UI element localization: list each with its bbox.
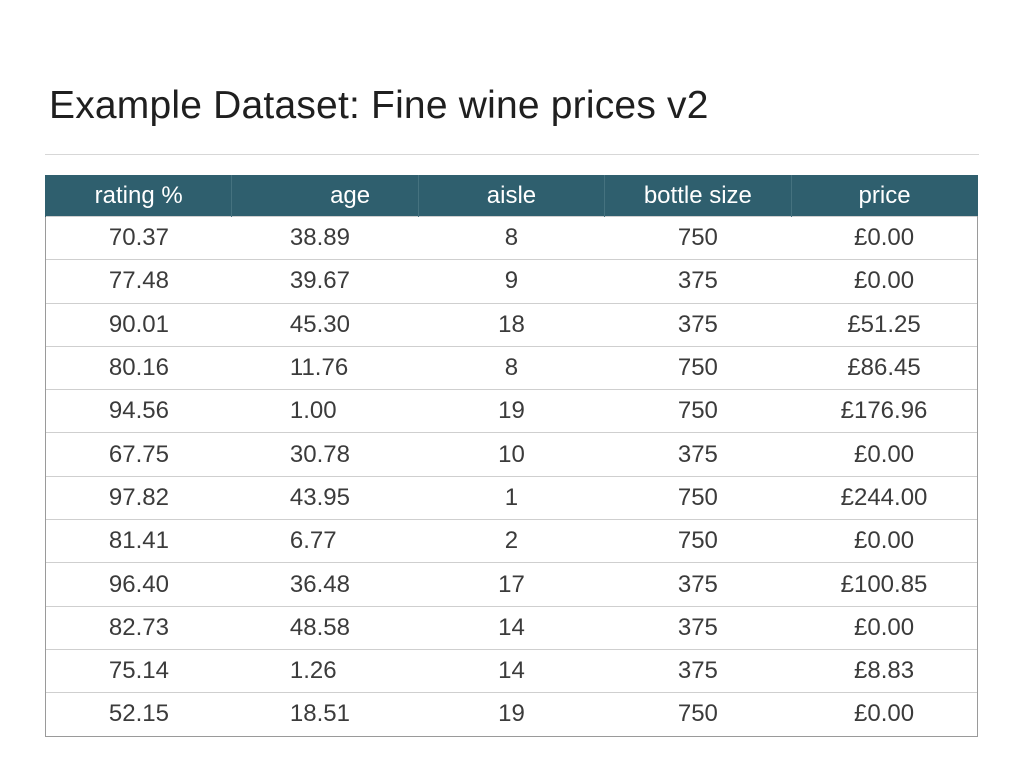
aisle-cell: 1 (418, 475, 605, 520)
age-cell: 18.51 (231, 692, 419, 737)
aisle-cell: 18 (418, 302, 605, 347)
table-header-row: rating % age aisle bottle size price (44, 175, 978, 217)
price-cell: £244.00 (791, 475, 979, 520)
table-row: 97.82 43.95 1 750 £244.00 (44, 475, 979, 520)
rating-cell: 97.82 (44, 475, 232, 520)
age-cell: 39.67 (231, 259, 419, 304)
age-cell: 6.77 (231, 519, 419, 563)
aisle-cell: 9 (418, 259, 605, 304)
rating-cell: 81.41 (44, 519, 232, 563)
bottle-size-cell: 375 (604, 259, 792, 304)
table-row: 70.37 38.89 8 750 £0.00 (44, 215, 979, 260)
bottle-size-cell: 375 (604, 605, 792, 650)
bottle-size-cell: 750 (604, 519, 792, 563)
price-cell: £51.25 (791, 302, 979, 347)
age-cell: 11.76 (231, 345, 419, 390)
bottle-size-cell: 750 (604, 389, 792, 433)
age-cell: 43.95 (231, 475, 419, 520)
rating-cell: 90.01 (44, 302, 232, 347)
aisle-cell: 8 (418, 215, 605, 260)
rating-cell: 70.37 (44, 215, 232, 260)
aisle-cell: 14 (418, 605, 605, 650)
rating-cell: 96.40 (44, 562, 232, 607)
age-cell: 1.26 (231, 648, 419, 693)
column-header-age: age (231, 175, 419, 217)
wine-prices-table: rating % age aisle bottle size price 70.… (44, 175, 979, 737)
rating-cell: 82.73 (44, 605, 232, 650)
rating-cell: 80.16 (44, 345, 232, 390)
rating-cell: 67.75 (44, 432, 232, 477)
price-cell: £8.83 (791, 648, 979, 693)
aisle-cell: 19 (418, 692, 605, 737)
table-row: 75.14 1.26 14 375 £8.83 (44, 648, 979, 693)
table-row: 90.01 45.30 18 375 £51.25 (44, 302, 979, 347)
age-cell: 1.00 (231, 389, 419, 433)
rating-cell: 75.14 (44, 648, 232, 693)
bottle-size-cell: 750 (604, 215, 792, 260)
table-body: 70.37 38.89 8 750 £0.00 77.48 39.67 9 375 £0.00 90… (44, 215, 979, 737)
aisle-cell: 8 (418, 345, 605, 390)
age-cell: 48.58 (231, 605, 419, 650)
rating-cell: 94.56 (44, 389, 232, 433)
aisle-cell: 17 (418, 562, 605, 607)
price-cell: £100.85 (791, 562, 979, 607)
price-cell: £0.00 (791, 215, 979, 260)
bottle-size-cell: 375 (604, 562, 792, 607)
table-row: 77.48 39.67 9 375 £0.00 (44, 259, 979, 304)
price-cell: £0.00 (791, 692, 979, 737)
aisle-cell: 14 (418, 648, 605, 693)
column-header-rating: rating % (44, 175, 232, 217)
aisle-cell: 2 (418, 519, 605, 563)
age-cell: 30.78 (231, 432, 419, 477)
column-header-price: price (790, 175, 978, 217)
price-cell: £176.96 (791, 389, 979, 433)
table-row: 67.75 30.78 10 375 £0.00 (44, 432, 979, 477)
bottle-size-cell: 375 (604, 432, 792, 477)
price-cell: £0.00 (791, 259, 979, 304)
bottle-size-cell: 750 (604, 692, 792, 737)
table-row: 52.15 18.51 19 750 £0.00 (44, 692, 979, 737)
aisle-cell: 19 (418, 389, 605, 433)
table-row: 96.40 36.48 17 375 £100.85 (44, 562, 979, 607)
price-cell: £0.00 (791, 519, 979, 563)
age-cell: 45.30 (231, 302, 419, 347)
column-header-bottle-size: bottle size (604, 175, 792, 217)
rating-cell: 77.48 (44, 259, 232, 304)
price-cell: £86.45 (791, 345, 979, 390)
age-cell: 38.89 (231, 215, 419, 260)
age-cell: 36.48 (231, 562, 419, 607)
rating-cell: 52.15 (44, 692, 232, 737)
bottle-size-cell: 750 (604, 475, 792, 520)
table-row: 94.56 1.00 19 750 £176.96 (44, 389, 979, 433)
aisle-cell: 10 (418, 432, 605, 477)
table-row: 80.16 11.76 8 750 £86.45 (44, 345, 979, 390)
column-header-aisle: aisle (417, 175, 605, 217)
bottle-size-cell: 750 (604, 345, 792, 390)
bottle-size-cell: 375 (604, 648, 792, 693)
table-row: 81.41 6.77 2 750 £0.00 (44, 519, 979, 563)
bottle-size-cell: 375 (604, 302, 792, 347)
price-cell: £0.00 (791, 605, 979, 650)
title-divider (45, 154, 979, 155)
price-cell: £0.00 (791, 432, 979, 477)
table-row: 82.73 48.58 14 375 £0.00 (44, 605, 979, 650)
slide-title: Example Dataset: Fine wine prices v2 (49, 84, 709, 127)
